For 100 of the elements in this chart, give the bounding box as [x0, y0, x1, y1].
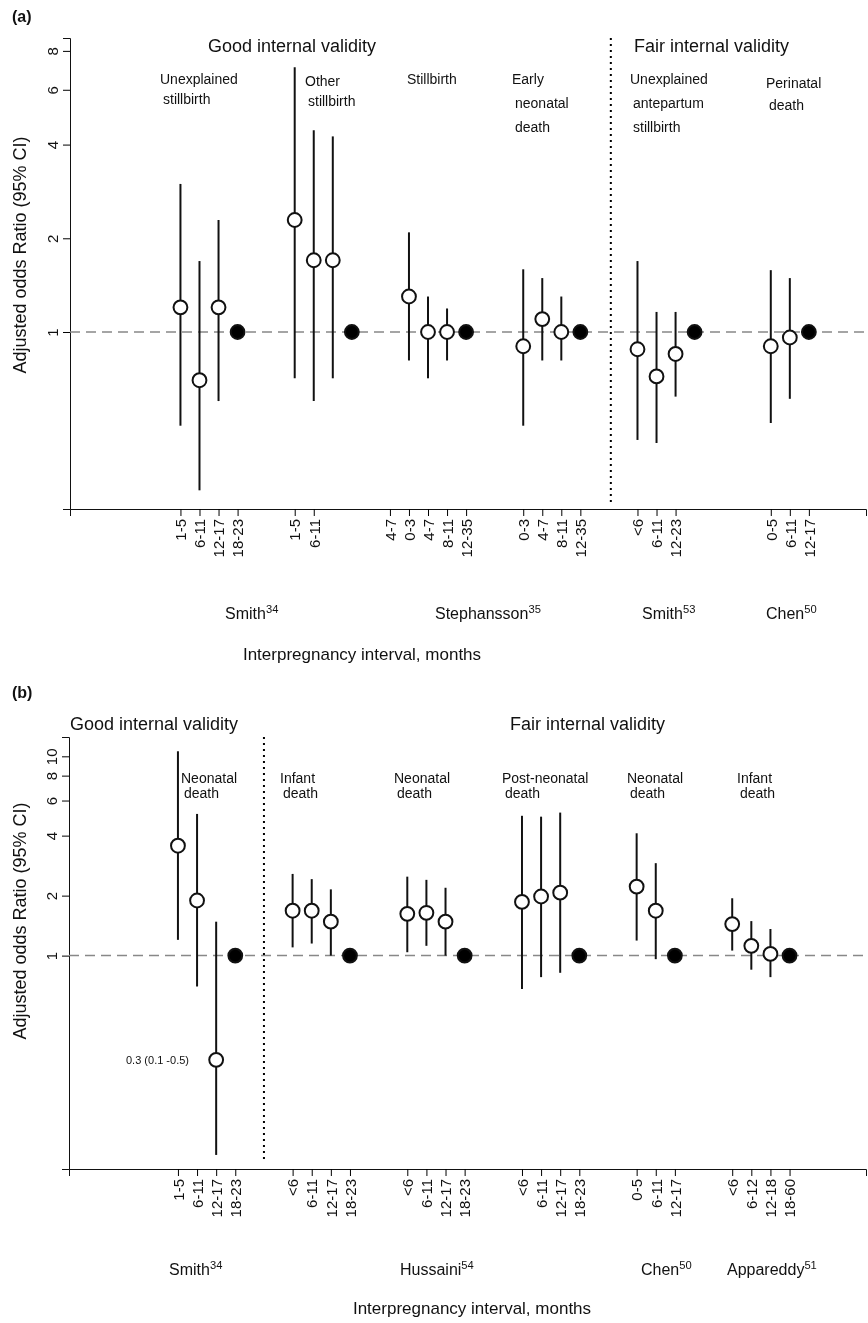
- point: [191, 372, 208, 389]
- x-tick-label: <6: [723, 1179, 741, 1197]
- point: [534, 311, 551, 328]
- x-tick-label: <6: [629, 519, 647, 537]
- x-tick-label: 6-11: [188, 1179, 206, 1208]
- y-tick-label: 4: [44, 140, 61, 150]
- x-tick-label: 4-7: [419, 519, 437, 541]
- annotation: Other stillbirth: [305, 73, 356, 109]
- text: Appareddy$^{51}$: [727, 1259, 817, 1278]
- y-tick-label: 6: [43, 796, 60, 806]
- text: Chen$^{50}$: [766, 603, 817, 622]
- point: [571, 947, 588, 964]
- x-tick-label: 18-23: [229, 519, 247, 558]
- x-tick-label: 18-23: [227, 1179, 245, 1218]
- point: [401, 288, 417, 305]
- x-tick-label: 4-7: [381, 519, 399, 541]
- y-tick-label: 4: [43, 831, 60, 841]
- text: Chen$^{50}$: [641, 1259, 692, 1278]
- y-tick-label: 8: [43, 771, 60, 781]
- point: [781, 329, 798, 346]
- point: [686, 324, 703, 340]
- text: Hussaini$^{54}$: [400, 1259, 474, 1278]
- x-tick-label: 0-5: [762, 519, 780, 541]
- x-tick-label: 6-11: [781, 519, 799, 548]
- point: [800, 324, 817, 340]
- y-tick-label: 6: [44, 86, 61, 95]
- annotation: Infant death: [280, 770, 319, 801]
- x-tick-label: 12-17: [437, 1179, 455, 1218]
- annotation: Neonatal death: [627, 770, 684, 801]
- x-tick-label: 1-5: [286, 519, 304, 541]
- point: [210, 299, 227, 316]
- x-tick-label: 12-23: [667, 519, 685, 558]
- point: [342, 947, 358, 964]
- x-tick-label: 18-23: [571, 1179, 589, 1218]
- chart-title: (a): [12, 8, 32, 25]
- x-tick-label: 1-5: [172, 519, 190, 541]
- x-tick-label: 0-3: [400, 519, 418, 541]
- point: [667, 346, 684, 362]
- x-tick-label: 12-17: [800, 519, 818, 558]
- point: [552, 884, 569, 901]
- x-tick-label: 6-11: [418, 1179, 436, 1208]
- point: [572, 324, 589, 340]
- x-tick-label: 12-35: [457, 519, 475, 558]
- point: [322, 913, 339, 930]
- x-tick-label: 18-23: [341, 1179, 359, 1218]
- point: [743, 937, 760, 954]
- point: [648, 368, 665, 385]
- annotation: Neonatal death: [394, 770, 451, 801]
- point: [456, 947, 473, 964]
- annotation: 0.3 (0.1 -0.5): [126, 1054, 189, 1066]
- point: [533, 888, 549, 905]
- annotation: Perinatal death: [766, 75, 822, 113]
- point: [647, 902, 664, 919]
- point: [437, 913, 454, 930]
- x-tick-label: 6-11: [647, 1179, 665, 1208]
- text: Smith$^{34}$: [169, 1259, 223, 1278]
- x-tick-label: 12-17: [210, 519, 228, 558]
- point: [343, 324, 360, 340]
- x-axis-title: Interpregnancy interval, months: [352, 1299, 592, 1318]
- point: [324, 252, 341, 269]
- annotation: Neonatal death: [181, 770, 238, 801]
- x-tick-label: 12-35: [572, 519, 590, 558]
- annotation: Post-neonatal death: [502, 770, 589, 801]
- y-axis-title: Adjusted odds Ratio (95% CI): [10, 136, 30, 374]
- annotation: Unexplained stillbirth: [160, 71, 238, 107]
- x-tick-label: 6-11: [532, 1179, 550, 1208]
- x-tick-label: <6: [513, 1179, 531, 1197]
- x-tick-label: 8-11: [553, 519, 571, 548]
- x-tick-label: 6-11: [648, 519, 666, 548]
- point: [553, 324, 570, 340]
- point: [284, 902, 301, 919]
- point: [629, 341, 646, 358]
- x-tick-label: 8-11: [438, 519, 456, 548]
- x-tick-label: 12-17: [666, 1179, 684, 1218]
- point: [628, 878, 645, 895]
- text: Smith$^{53}$: [642, 603, 696, 622]
- point: [458, 324, 475, 340]
- point: [303, 902, 320, 919]
- x-tick-label: 1-5: [169, 1179, 187, 1201]
- point: [781, 947, 798, 964]
- point: [399, 905, 416, 922]
- x-tick-label: 18-60: [781, 1179, 799, 1218]
- x-tick-label: 18-23: [456, 1179, 474, 1218]
- x-tick-label: 6-11: [303, 1179, 321, 1208]
- y-tick-label: 2: [44, 234, 61, 243]
- x-tick-label: 12-18: [762, 1179, 780, 1218]
- annotation: Infant death: [737, 770, 776, 801]
- x-tick-label: 12-17: [551, 1179, 569, 1218]
- text: Good internal validity: [70, 714, 239, 734]
- point: [170, 837, 186, 854]
- x-tick-label: 12-17: [207, 1179, 225, 1218]
- point: [189, 892, 205, 909]
- x-tick-label: 6-11: [191, 519, 209, 548]
- text: Fair internal validity: [510, 714, 666, 734]
- point: [229, 324, 246, 340]
- point: [305, 252, 322, 269]
- x-tick-label: 12-17: [322, 1179, 340, 1218]
- point: [514, 894, 530, 910]
- y-tick-label: 1: [44, 328, 61, 337]
- point: [286, 212, 303, 228]
